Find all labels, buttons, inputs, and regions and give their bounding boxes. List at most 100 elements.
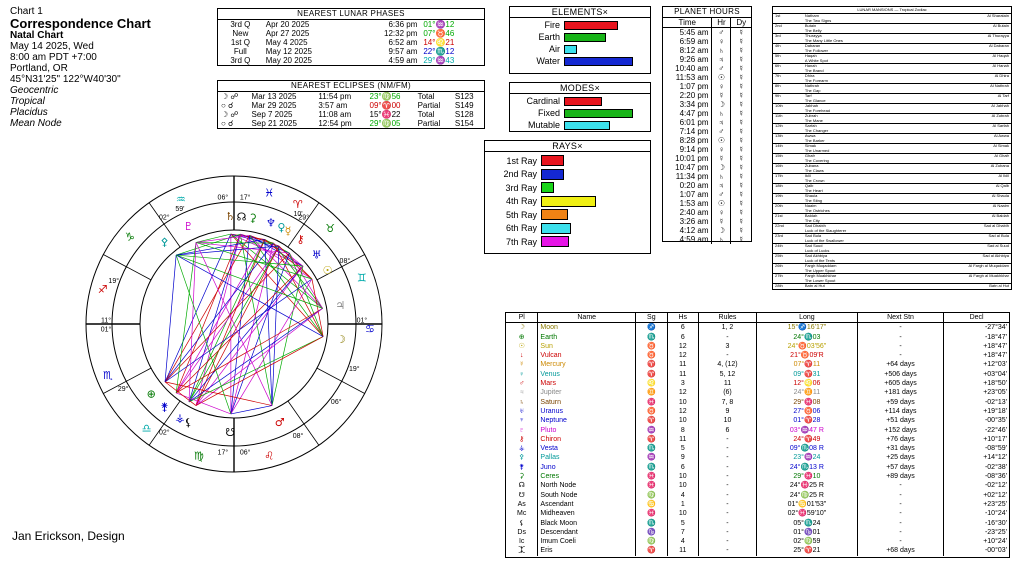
cusp-label: 59' — [175, 206, 184, 213]
lunar-mansion-cell: Al Qalb — [995, 183, 1009, 188]
aspect-line — [273, 242, 323, 309]
cusp-label: 01° — [101, 325, 112, 333]
planet-cell: 6 — [666, 322, 699, 333]
planet-glyph: ☿ — [285, 224, 292, 237]
planet-cell: - — [856, 481, 944, 491]
lunar-mansion-row: 26th Fargh Muqaddam Al Fargh al Muqaddam — [773, 264, 1011, 269]
rays-bar-row: 5th Ray — [485, 208, 650, 222]
planet-hour-row: 10:47 pm ☽ ☿ — [663, 163, 751, 172]
planet-hour-row: 4:47 pm ♄ ☿ — [663, 109, 751, 118]
lunar-mansion-row: 1st Natham Al Sharatain — [773, 14, 1011, 19]
planet-cell: - — [697, 481, 757, 491]
rays-bar-row: 6th Ray — [485, 222, 650, 236]
planet-row: ♅ Uranus ♉ 12 9 27°♉06 +114 days +19°18' — [506, 406, 1009, 417]
planet-hour-cell: ♀ — [711, 82, 731, 91]
planet-hour-cell: ☿ — [730, 226, 751, 235]
lunar-mansion-cell: Batn al Hut — [989, 283, 1009, 288]
planet-hour-cell: ☿ — [711, 154, 731, 163]
aspect-line — [230, 278, 313, 415]
planet-hour-cell: ♂ — [711, 127, 731, 136]
planet-hour-cell: ☿ — [730, 27, 751, 37]
lunar-mansion-row: The Mane — [773, 119, 1011, 124]
planet-cell: Saturn — [537, 397, 636, 407]
lunar-mansion-row: The Belly — [773, 29, 1011, 34]
planet-cell: Ds — [517, 528, 526, 536]
rays-bar-label: 1st Ray — [506, 155, 537, 166]
aspect-line — [230, 235, 250, 414]
lunar-mansion-cell: Al Awwa — [993, 133, 1009, 138]
planet-cell: 01°♑01 — [756, 527, 858, 538]
planet-cell: ♈ — [635, 546, 668, 556]
planet-cell: +89 days — [856, 472, 944, 482]
planet-cell: 10 — [666, 472, 699, 482]
rays-bar-row: 7th Ray — [485, 235, 650, 249]
planet-cell: 3 — [666, 379, 699, 389]
planet-cell: ⯰ — [518, 547, 526, 555]
chart-wheel: ♓ ♒ ♑ ♐ ♏ ♎ ♍ ♌ ♋ ♊ ♉ ♈ ♄ ☊ ⚳ ♆ ♀ ☿ ⚷ ♅☉ ♃ ♂ ☽ ⚵ ⊕ ⚶ ☋ ⚸ ♇ ⚴ 06° 17° 2… — [85, 175, 383, 473]
rays-bar — [541, 209, 568, 221]
rays-bar-label: 4th Ray — [505, 196, 537, 207]
lunar-mansion-cell: The Heart — [804, 188, 823, 193]
planet-hour-cell: 10:47 pm — [675, 163, 709, 172]
aspect-line — [195, 242, 290, 254]
house-cusp-line — [148, 202, 181, 248]
planet-cell: - — [856, 322, 944, 333]
lunar-phase-cell: 01°♒12 — [423, 20, 455, 29]
lunar-mansion-row: The Claws — [773, 169, 1011, 174]
planet-hour-cell: ☿ — [730, 64, 751, 73]
rays-bar-row: 1st Ray — [485, 154, 650, 168]
aspect-line — [271, 266, 304, 406]
planet-cell: Vesta — [537, 444, 636, 454]
planet-col-header: Decl — [943, 313, 1009, 324]
planet-row: ⯰ Eris ♈ 11-25°♈21 +68 days -00°03' — [506, 546, 1009, 556]
lunar-mansion-row: 10th Jabhah Al Jabhah — [773, 104, 1011, 109]
planet-hour-cell: ☽ — [711, 100, 731, 109]
lunar-mansion-cell: Zubrah — [804, 113, 818, 118]
lunar-phase-cell: 3rd Q — [230, 20, 251, 29]
lunar-mansion-cell: 22nd — [775, 223, 784, 228]
planet-cell: -00°35' — [943, 416, 1009, 426]
lunar-phase-cell: 12:32 pm — [384, 29, 418, 38]
chart-header: Chart 1 Correspondence Chart Natal Chart… — [10, 6, 151, 129]
aspect-line — [271, 246, 280, 406]
planet-cell: ♇ — [519, 426, 525, 434]
planet-cell: 01°♋01'53" — [756, 499, 858, 510]
lunar-mansion-cell: The Claws — [804, 168, 824, 173]
lunar-mansion-row: 14th Simak Al Simak — [773, 144, 1011, 149]
lunar-phase-cell: 3rd Q — [230, 56, 251, 65]
planet-cell: Ceres — [537, 472, 636, 482]
planet-cell: Imum Coeli — [537, 537, 636, 547]
aspect-line — [230, 252, 290, 415]
planet-hour-cell: 1:53 am — [679, 199, 709, 208]
planet-cell: +605 days — [856, 379, 944, 389]
lunar-mansion-row: 3rd Thurayya Al Thurayya — [773, 34, 1011, 39]
planet-hour-cell: ☿ — [730, 127, 751, 136]
planet-cell: Jupiter — [537, 388, 636, 398]
planet-cell: +19°18' — [943, 406, 1009, 417]
rays-bar-label: 7th Ray — [505, 236, 537, 247]
lunar-mansion-cell: 27th — [775, 273, 783, 278]
planet-col-header: Sg — [635, 313, 668, 324]
rays-bar — [541, 155, 564, 167]
planet-row: ♂ Mars ♌ 3 11 12°♌06 +605 days +18°50' — [506, 379, 1009, 389]
aspect-line — [164, 235, 250, 383]
planet-hour-cell: 10:01 pm — [675, 154, 709, 163]
planet-cell: ♄ — [519, 398, 525, 406]
lunar-phases-panel: NEAREST LUNAR PHASES 3rd Q Apr 20 2025 6:3… — [217, 8, 485, 66]
planet-cell: 24°♊11 — [756, 388, 858, 398]
lunar-mansion-cell: 7th — [775, 73, 781, 78]
planet-cell: ♑ — [635, 527, 668, 538]
lunar-mansions-panel: LUNAR MANSIONS — Tropical Zodiac 1st Nath… — [772, 6, 1012, 290]
lunar-mansion-cell: 15th — [775, 153, 783, 158]
aspect-line — [230, 243, 274, 415]
planet-row: ⚴ Pallas ♒ 9-23°♒24 +25 days +14°12' — [506, 453, 1009, 463]
lunar-mansion-row: The Crown — [773, 179, 1011, 184]
lunar-mansion-cell: 11th — [775, 113, 783, 118]
planet-cell: - — [697, 490, 757, 500]
eclipse-cell: 09°♈00 — [369, 101, 401, 110]
lunar-mansion-cell: 20th — [775, 203, 783, 208]
lunar-mansion-cell: Al Ghafr — [994, 153, 1009, 158]
planet-row: ♃ Jupiter ♊ 12 (6) 24°♊11 +181 days +23°05' — [506, 388, 1009, 398]
planet-cell: 5 — [666, 444, 699, 454]
lunar-mansion-cell: The Gap — [804, 88, 821, 93]
